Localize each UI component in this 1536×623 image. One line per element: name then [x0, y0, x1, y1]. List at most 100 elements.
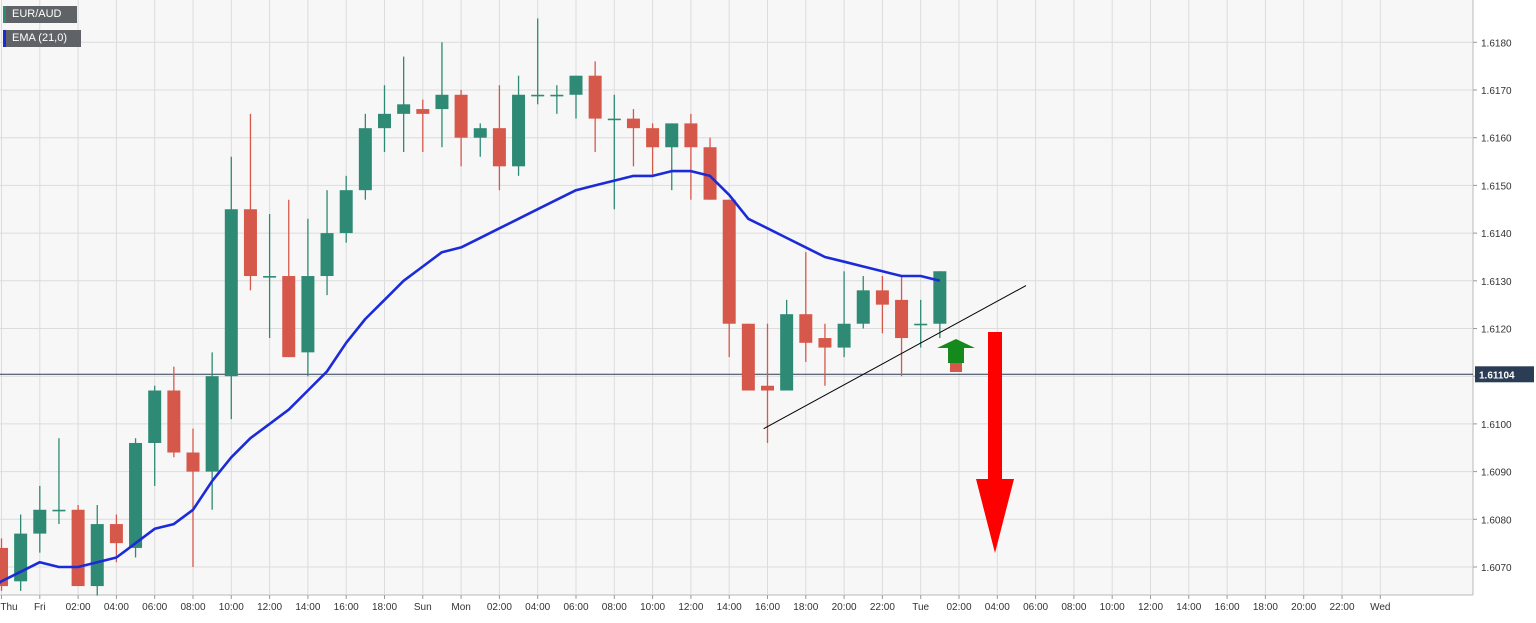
down-arrow: [976, 332, 1014, 553]
candle: [358, 113, 372, 200]
candle: [933, 271, 947, 339]
candle: [129, 438, 143, 558]
candle-body: [933, 271, 947, 324]
candle: [531, 18, 545, 105]
candle: [569, 75, 583, 119]
candle: [263, 214, 277, 339]
time-tick-label: 02:00: [487, 602, 512, 613]
candle: [435, 42, 449, 148]
candle: [52, 438, 66, 525]
candle: [109, 514, 123, 563]
candle-body: [761, 385, 774, 391]
time-tick-label: 04:00: [104, 602, 129, 613]
instrument-label: EUR/AUD: [12, 8, 62, 20]
candle: [761, 323, 774, 443]
time-tick-label: Mon: [451, 602, 470, 613]
time-tick-label: 02:00: [66, 602, 91, 613]
up-arrow-base: [950, 363, 962, 372]
ema-label: EMA (21,0): [12, 32, 68, 44]
candle: [684, 113, 698, 200]
time-tick-label: 06:00: [563, 602, 588, 613]
price-tick-label: 1.6170: [1481, 86, 1512, 97]
candle-body: [531, 94, 545, 97]
candle-body: [33, 509, 47, 534]
candle-body: [224, 209, 238, 377]
candle-body: [205, 376, 219, 472]
ema-swatch: [3, 30, 6, 47]
candle-body: [895, 299, 909, 339]
candle: [397, 56, 411, 153]
time-tick-label: 16:00: [334, 602, 359, 613]
time-tick-label: Tue: [912, 602, 929, 613]
candle-body: [607, 118, 621, 121]
candle-body: [243, 209, 257, 277]
candle: [550, 85, 564, 114]
time-tick-label: 18:00: [372, 602, 397, 613]
candle: [454, 90, 468, 167]
time-tick-label: 22:00: [870, 602, 895, 613]
candle: [722, 199, 736, 358]
time-tick-label: 08:00: [602, 602, 627, 613]
candle: [512, 75, 526, 176]
candle: [378, 85, 391, 153]
candle-body: [665, 123, 679, 148]
candle: [492, 85, 506, 191]
time-tick-label: 18:00: [793, 602, 818, 613]
price-tick-label: 1.6080: [1481, 515, 1512, 526]
candle-body: [416, 109, 430, 114]
candle: [148, 385, 162, 486]
time-tick-label: Fri: [34, 602, 46, 613]
candle: [282, 199, 296, 358]
price-tick-label: 1.6160: [1481, 134, 1512, 145]
candle: [741, 323, 755, 391]
candle-body: [722, 199, 736, 324]
instrument-legend[interactable]: EUR/AUD: [3, 6, 77, 23]
time-tick-label: 22:00: [1329, 602, 1354, 613]
time-tick-label: 12:00: [257, 602, 282, 613]
price-tick-label: 1.6090: [1481, 468, 1512, 479]
candle: [856, 276, 870, 329]
price-tick-label: 1.6100: [1481, 420, 1512, 431]
candle-body: [588, 75, 602, 119]
plot-area: [0, 0, 1473, 595]
candle-body: [684, 123, 698, 148]
time-tick-label: 18:00: [1253, 602, 1278, 613]
candle-body: [454, 94, 468, 138]
candle: [90, 504, 104, 596]
axes: 1.60701.60801.60901.61001.61101.61201.61…: [0, 38, 1534, 613]
price-tick-label: 1.6150: [1481, 181, 1512, 192]
candle-body: [473, 128, 487, 138]
candle: [799, 252, 813, 362]
price-tick-label: 1.6070: [1481, 563, 1512, 574]
candle-body: [856, 290, 870, 324]
time-tick-label: 06:00: [1023, 602, 1048, 613]
time-tick-label: 14:00: [1176, 602, 1201, 613]
price-tick-label: 1.6120: [1481, 325, 1512, 336]
candle: [71, 504, 85, 587]
candle-body: [339, 190, 353, 234]
price-tick-label: 1.6140: [1481, 229, 1512, 240]
candle-body: [301, 276, 315, 353]
candle-body: [263, 276, 277, 278]
price-tick-label: 1.6180: [1481, 38, 1512, 49]
time-tick-label: 10:00: [219, 602, 244, 613]
time-tick-label: 20:00: [1291, 602, 1316, 613]
candle: [818, 323, 832, 386]
ema-line-layer: [0, 169, 941, 585]
current-price-label: 1.61104: [1479, 370, 1515, 381]
instrument-swatch: [3, 6, 6, 23]
candle-body: [129, 442, 143, 548]
candle: [167, 366, 181, 458]
candle-body: [780, 314, 794, 391]
time-tick-label: 08:00: [1061, 602, 1086, 613]
time-tick-label: 04:00: [985, 602, 1010, 613]
time-tick-label: 20:00: [832, 602, 857, 613]
ema-legend[interactable]: EMA (21,0): [3, 30, 81, 47]
price-tick-label: 1.6130: [1481, 277, 1512, 288]
candles: [0, 18, 947, 596]
candle-body: [282, 276, 296, 358]
time-tick-label: 14:00: [717, 602, 742, 613]
time-tick-label: 12:00: [678, 602, 703, 613]
candle-body: [0, 547, 8, 587]
